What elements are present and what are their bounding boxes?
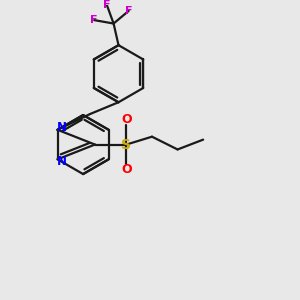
Text: F: F [103, 0, 111, 10]
Text: S: S [122, 137, 131, 152]
Text: F: F [91, 15, 98, 25]
Text: F: F [125, 6, 132, 16]
Text: N: N [56, 155, 67, 168]
Text: O: O [121, 163, 132, 176]
Text: O: O [121, 113, 132, 127]
Text: N: N [56, 121, 67, 134]
